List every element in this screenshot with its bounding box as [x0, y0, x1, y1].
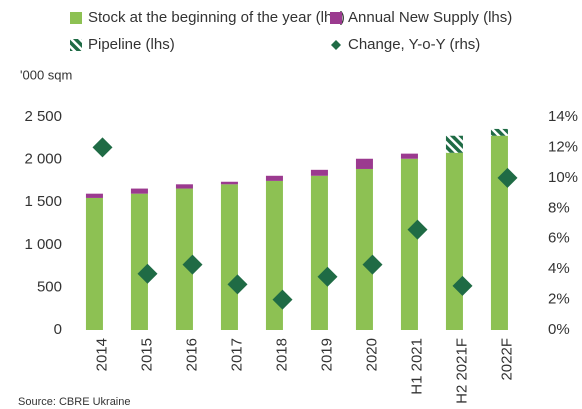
bar-segment	[85, 193, 103, 198]
legend-swatch	[330, 12, 342, 24]
bar-segment	[490, 135, 508, 330]
x-tick-label: 2020	[363, 338, 380, 371]
x-tick-label: 2022F	[498, 338, 515, 381]
bar-segment	[355, 158, 373, 169]
y2-tick-label: 8%	[548, 199, 570, 216]
marker	[452, 275, 473, 296]
marker	[317, 266, 338, 287]
y2-tick-label: 4%	[548, 260, 570, 277]
marker	[362, 254, 383, 275]
legend-swatch	[331, 40, 341, 50]
marker	[407, 219, 428, 240]
bar-segment	[130, 188, 148, 194]
x-tick-label: 2018	[273, 338, 290, 371]
marker	[92, 137, 113, 158]
legend-label: Annual New Supply (lhs)	[348, 9, 512, 26]
y-tick-label: 1 500	[24, 193, 62, 210]
y-tick-label: 2 500	[24, 108, 62, 125]
bar-segment	[400, 158, 418, 330]
source: Source: CBRE Ukraine	[18, 396, 131, 408]
bar-segment	[265, 180, 283, 330]
x-tick-label: H2 2021F	[453, 338, 470, 404]
bar-segment	[310, 169, 328, 176]
x-tick-label: 2019	[318, 338, 335, 371]
bar-segment	[310, 175, 328, 330]
y2-tick-label: 14%	[548, 108, 578, 125]
x-tick-label: H1 2021	[408, 338, 425, 395]
legend-swatch	[70, 39, 82, 51]
y2-tick-label: 12%	[548, 138, 578, 155]
y-tick-label: 500	[37, 278, 62, 295]
bar-segment	[400, 153, 418, 159]
bar-segment	[85, 197, 103, 330]
marker	[182, 254, 203, 275]
bar-segment	[175, 184, 193, 189]
x-tick-label: 2014	[93, 338, 110, 371]
marker	[497, 167, 518, 188]
legend-swatch	[70, 12, 82, 24]
bar-segment	[265, 175, 283, 181]
marker	[272, 289, 293, 310]
marker	[227, 274, 248, 295]
bar-segment	[220, 181, 238, 185]
y2-tick-label: 2%	[548, 291, 570, 308]
y2-tick-label: 6%	[548, 230, 570, 247]
legend-label: Change, Y-o-Y (rhs)	[348, 36, 480, 53]
y-axis-label: '000 sqm	[20, 67, 72, 82]
legend-label: Pipeline (lhs)	[88, 36, 175, 53]
x-tick-label: 2015	[138, 338, 155, 371]
bar-segment	[130, 193, 148, 330]
marker	[137, 263, 158, 284]
y2-tick-label: 10%	[548, 169, 578, 186]
y-tick-label: 0	[54, 321, 62, 338]
bar-segment	[175, 188, 193, 330]
y-tick-label: 1 000	[24, 236, 62, 253]
bar-segment	[445, 135, 463, 153]
bar-segment	[445, 152, 463, 330]
y-tick-label: 2 000	[24, 151, 62, 168]
bar-segment	[355, 168, 373, 330]
x-tick-label: 2016	[183, 338, 200, 371]
bar-segment	[220, 184, 238, 330]
legend-label: Stock at the beginning of the year (lhs)	[88, 9, 345, 26]
x-tick-label: 2017	[228, 338, 245, 371]
y2-tick-label: 0%	[548, 321, 570, 338]
bar-segment	[490, 128, 508, 136]
